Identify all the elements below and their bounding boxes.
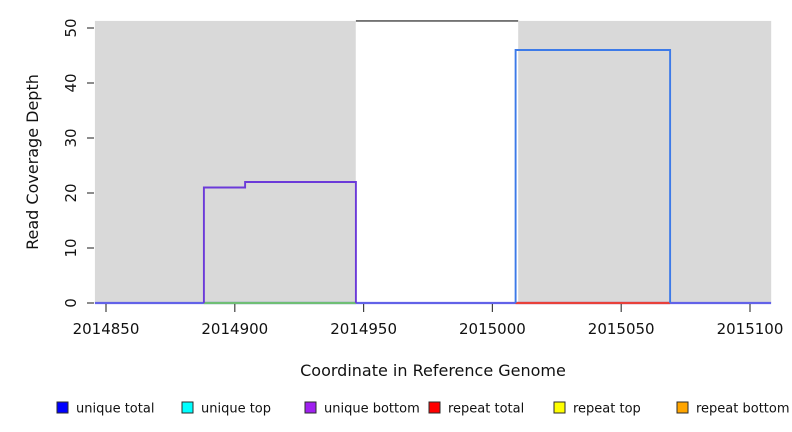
x-axis-tick-label: 2014900: [201, 320, 268, 338]
legend-label: repeat top: [573, 402, 641, 417]
legend-label: repeat total: [448, 402, 524, 417]
y-axis-tick-label: 0: [62, 298, 80, 308]
y-axis-tick-label: 30: [62, 128, 80, 147]
legend-swatch-repeat-total: [428, 401, 441, 414]
legend-swatch-unique-bottom: [304, 401, 317, 414]
y-axis-tick-label: 40: [62, 73, 80, 92]
legend-swatch-repeat-bottom: [676, 401, 689, 414]
unique-bottom-coverage-block: [202, 181, 357, 303]
x-axis-tick-label: 2015050: [588, 320, 655, 338]
legend-swatch-repeat-top: [553, 401, 566, 414]
covered-region-right: [518, 20, 772, 304]
legend-label: unique total: [76, 402, 154, 417]
x-axis-tick-label: 2014850: [73, 320, 140, 338]
y-axis-tick-label: 20: [62, 183, 80, 202]
y-axis-tick-label: 10: [62, 238, 80, 257]
x-axis-tick-label: 2014950: [330, 320, 397, 338]
y-axis-tick-label: 50: [62, 18, 80, 37]
legend-label: unique bottom: [324, 402, 420, 417]
unique-top-coverage-block: [514, 49, 672, 303]
x-axis-tick-label: 2015000: [459, 320, 526, 338]
legend-swatch-unique-top: [181, 401, 194, 414]
covered-region-left: [94, 20, 356, 304]
x-axis-label: Coordinate in Reference Genome: [300, 361, 566, 380]
legend-label: unique top: [201, 402, 271, 417]
y-axis-label: Read Coverage Depth: [23, 74, 42, 250]
uncovered-gap-region: [355, 20, 519, 304]
x-axis-tick-label: 2015100: [717, 320, 784, 338]
legend-label: repeat bottom: [696, 402, 790, 417]
legend-swatch-unique-total: [56, 401, 69, 414]
